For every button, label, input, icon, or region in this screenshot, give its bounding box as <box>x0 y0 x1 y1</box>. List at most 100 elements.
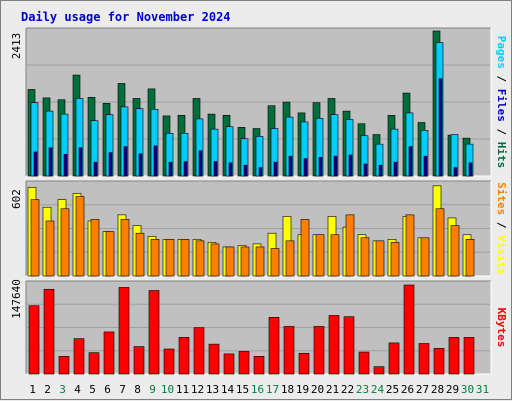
panel-2: 602 Sites / Visits <box>10 180 508 277</box>
legend-entry: Pages <box>495 36 508 69</box>
bar-sites-day-6 <box>105 231 115 277</box>
bar-kbytes-day-8 <box>133 346 145 375</box>
series-sites <box>30 196 475 277</box>
bar-sites-day-10 <box>165 239 175 277</box>
series-legend: Sites / Visits <box>495 182 508 275</box>
bar-pages-day-9 <box>153 145 158 177</box>
bar-kbytes-day-16 <box>253 356 265 375</box>
bar-pages-day-15 <box>243 164 248 177</box>
bar-sites-day-17 <box>270 248 280 277</box>
bar-pages-day-20 <box>318 157 323 177</box>
series-legend: Pages / Files / Hits <box>495 36 508 169</box>
bar-sites-day-13 <box>210 243 220 277</box>
x-tick-label: 23 <box>356 383 369 396</box>
bar-sites-day-18 <box>285 240 295 277</box>
bar-sites-day-23 <box>360 237 370 277</box>
bar-kbytes-day-11 <box>178 337 190 375</box>
bar-pages-day-2 <box>48 147 53 177</box>
legend-entry: / <box>495 122 508 142</box>
x-tick-label: 26 <box>401 383 414 396</box>
bar-pages-day-11 <box>183 161 188 177</box>
bar-pages-day-27 <box>423 155 428 177</box>
bar-sites-day-12 <box>195 240 205 277</box>
bar-kbytes-day-5 <box>88 352 100 375</box>
legend-entry: Visits <box>495 235 508 275</box>
series-files <box>30 42 474 177</box>
bar-kbytes-day-19 <box>298 352 310 375</box>
bar-sites-day-30 <box>465 239 475 277</box>
x-tick-label: 9 <box>149 383 156 396</box>
bar-kbytes-day-24 <box>373 366 385 375</box>
bar-kbytes-day-10 <box>163 348 175 375</box>
bar-kbytes-day-2 <box>43 288 55 375</box>
x-tick-label: 10 <box>161 383 174 396</box>
bar-sites-day-29 <box>450 225 460 277</box>
x-tick-label: 15 <box>236 383 249 396</box>
bar-sites-day-27 <box>420 237 430 277</box>
x-tick-label: 8 <box>134 383 141 396</box>
chart-panels: 2413 Pages / Files / Hits 602 Sites / Visit… <box>10 27 508 375</box>
x-tick-label: 7 <box>119 383 126 396</box>
bar-sites-day-22 <box>345 214 355 277</box>
bar-kbytes-day-1 <box>28 305 40 375</box>
bar-sites-day-24 <box>375 240 385 277</box>
bar-pages-day-18 <box>288 155 293 177</box>
bar-sites-day-4 <box>75 196 85 277</box>
bar-pages-day-19 <box>303 158 308 177</box>
x-tick-label: 2 <box>44 383 51 396</box>
y-max-label: 2413 <box>10 33 23 60</box>
bar-sites-day-9 <box>150 239 160 277</box>
bar-sites-day-26 <box>405 214 415 277</box>
bar-kbytes-day-20 <box>313 326 325 375</box>
x-tick-label: 3 <box>59 383 66 396</box>
x-tick-label: 6 <box>104 383 111 396</box>
bar-pages-day-14 <box>228 162 233 177</box>
bar-kbytes-day-28 <box>433 348 445 375</box>
panel-3: 147640 KBytes <box>10 279 508 375</box>
bar-pages-day-24 <box>378 164 383 177</box>
x-tick-label: 29 <box>446 383 459 396</box>
bar-pages-day-29 <box>453 167 458 177</box>
bar-pages-day-10 <box>168 161 173 177</box>
bar-pages-day-12 <box>198 150 203 177</box>
panel-1: 2413 Pages / Files / Hits <box>10 27 508 177</box>
bar-sites-day-15 <box>240 246 250 277</box>
x-tick-label: 4 <box>74 383 81 396</box>
bar-pages-day-22 <box>348 154 353 177</box>
bar-pages-day-4 <box>78 147 83 177</box>
legend-entry: Sites <box>495 182 508 215</box>
legend-entry: Hits <box>495 142 508 169</box>
bar-pages-day-5 <box>93 161 98 177</box>
bar-pages-day-8 <box>138 153 143 177</box>
series-pages <box>33 78 473 177</box>
x-tick-label: 11 <box>176 383 189 396</box>
bar-kbytes-day-14 <box>223 353 235 375</box>
x-tick-label: 21 <box>326 383 339 396</box>
bar-pages-day-26 <box>408 146 413 177</box>
bar-kbytes-day-3 <box>58 356 70 375</box>
legend-entry: / <box>495 69 508 89</box>
bar-sites-day-5 <box>90 219 100 277</box>
legend-entry: KBytes <box>495 308 508 348</box>
bar-pages-day-1 <box>33 151 38 177</box>
bar-kbytes-day-9 <box>148 290 160 375</box>
x-tick-label: 24 <box>371 383 385 396</box>
bar-kbytes-day-15 <box>238 351 250 375</box>
bar-kbytes-day-25 <box>388 342 400 375</box>
bar-sites-day-19 <box>300 219 310 277</box>
bar-sites-day-25 <box>390 242 400 277</box>
bar-sites-day-16 <box>255 246 265 277</box>
chart-title: Daily usage for November 2024 <box>21 10 231 24</box>
x-tick-label: 14 <box>221 383 235 396</box>
bar-kbytes-day-27 <box>418 343 430 375</box>
bar-sites-day-11 <box>180 239 190 277</box>
bar-kbytes-day-12 <box>193 327 205 375</box>
x-tick-label: 27 <box>416 383 429 396</box>
legend-entry: / <box>495 215 508 235</box>
bar-sites-day-2 <box>45 220 55 277</box>
y-max-label: 602 <box>10 189 23 209</box>
bar-kbytes-day-17 <box>268 317 280 375</box>
bar-sites-day-8 <box>135 232 145 277</box>
